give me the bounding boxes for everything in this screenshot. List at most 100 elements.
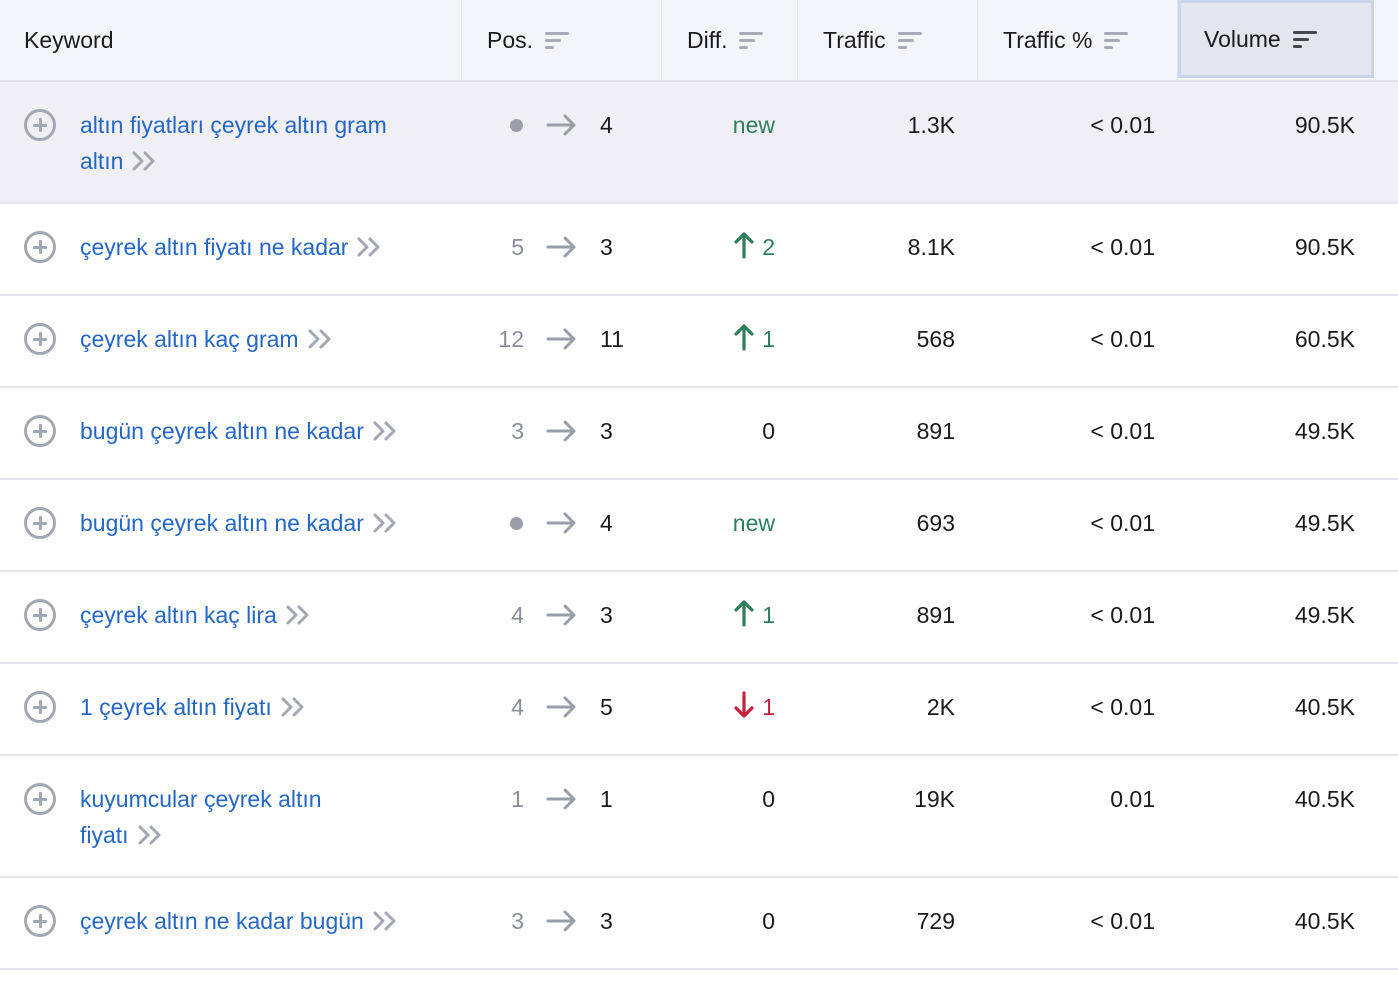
column-header-volume[interactable]: Volume (1178, 0, 1374, 78)
arrow-right-icon (546, 696, 578, 718)
column-header-label: Pos. (487, 26, 534, 53)
previous-position: 3 (511, 418, 524, 444)
traffic-pct-value: < 0.01 (1090, 234, 1155, 260)
header-filler (1374, 0, 1398, 80)
traffic-value: 2K (926, 694, 955, 720)
keyword-link[interactable]: kuyumcular çeyrek altın fiyatı (80, 781, 440, 853)
table-row[interactable]: 1 çeyrek altın fiyatı 4 5 1 2K < 0.01 40.5K (0, 664, 1398, 756)
keyword-text: çeyrek altın kaç lira (80, 602, 277, 628)
sort-icon[interactable] (1104, 29, 1130, 51)
volume-value: 40.5K (1294, 908, 1355, 934)
traffic-value: 8.1K (907, 234, 955, 260)
table-row[interactable]: çeyrek altın fiyatı ne kadar 5 3 2 8.1K < 0.0… (0, 204, 1398, 296)
traffic-pct-value: < 0.01 (1090, 602, 1155, 628)
keyword-link[interactable]: bugün çeyrek altın ne kadar (80, 505, 440, 541)
keyword-text-line2: altın (80, 148, 124, 174)
keyword-link[interactable]: çeyrek altın ne kadar bugün (80, 903, 440, 939)
keyword-text: altın fiyatları çeyrek altın gram (80, 112, 387, 138)
double-chevron-icon[interactable] (280, 692, 308, 717)
sort-icon[interactable] (739, 29, 765, 51)
position-diff: 1 (655, 321, 775, 357)
double-chevron-icon[interactable] (307, 324, 335, 349)
double-chevron-icon[interactable] (372, 416, 400, 441)
keyword-text: çeyrek altın kaç gram (80, 326, 299, 352)
table-row[interactable]: altın fiyatları çeyrek altın gram altın 4 n… (0, 82, 1398, 204)
keyword-link[interactable]: 1 çeyrek altın fiyatı (80, 689, 440, 725)
volume-value: 90.5K (1294, 234, 1355, 260)
diff-value: 1 (762, 694, 775, 720)
column-header-traffic-pct[interactable]: Traffic % (978, 0, 1178, 80)
volume-value: 60.5K (1294, 326, 1355, 352)
table-row[interactable]: çeyrek altın kaç lira 4 3 1 891 < 0.01 49.5K (0, 572, 1398, 664)
table-body: altın fiyatları çeyrek altın gram altın 4 n… (0, 82, 1398, 970)
sort-icon[interactable] (545, 29, 571, 51)
current-position: 1 (600, 786, 613, 812)
traffic-pct-value: < 0.01 (1090, 418, 1155, 444)
position-diff: 0 (655, 413, 775, 449)
double-chevron-icon[interactable] (372, 508, 400, 533)
traffic-pct-value: < 0.01 (1090, 326, 1155, 352)
traffic-value: 19K (914, 786, 955, 812)
traffic-pct-value: < 0.01 (1090, 908, 1155, 934)
table-row[interactable]: kuyumcular çeyrek altın fiyatı 1 1 0 19K 0.01 4… (0, 756, 1398, 878)
keyword-link[interactable]: çeyrek altın kaç lira (80, 597, 440, 633)
table-row[interactable]: bugün çeyrek altın ne kadar 3 3 0 891 < 0.01 4… (0, 388, 1398, 480)
previous-position: 12 (498, 326, 524, 352)
previous-position: 3 (511, 908, 524, 934)
add-keyword-icon[interactable] (24, 599, 56, 631)
keyword-link[interactable]: çeyrek altın fiyatı ne kadar (80, 229, 440, 265)
position-diff: 1 (655, 597, 775, 633)
keyword-text: bugün çeyrek altın ne kadar (80, 510, 364, 536)
add-keyword-icon[interactable] (24, 691, 56, 723)
previous-position: 4 (511, 602, 524, 628)
double-chevron-icon[interactable] (372, 906, 400, 931)
table-row[interactable]: bugün çeyrek altın ne kadar 4 new 693 < 0.01… (0, 480, 1398, 572)
keyword-text-line2: fiyatı (80, 822, 129, 848)
volume-value: 49.5K (1294, 602, 1355, 628)
traffic-value: 729 (916, 908, 955, 934)
column-header-diff[interactable]: Diff. (662, 0, 798, 80)
diff-value: new (732, 112, 775, 138)
add-keyword-icon[interactable] (24, 905, 56, 937)
double-chevron-icon[interactable] (356, 232, 384, 257)
position-diff: 2 (655, 229, 775, 265)
add-keyword-icon[interactable] (24, 231, 56, 263)
arrow-right-icon (546, 788, 578, 810)
position-diff: new (655, 505, 775, 541)
table-row[interactable]: çeyrek altın ne kadar bugün 3 3 0 729 < 0.01 4… (0, 878, 1398, 970)
keyword-link[interactable]: çeyrek altın kaç gram (80, 321, 440, 357)
position-diff: 0 (655, 781, 775, 817)
traffic-value: 891 (916, 602, 955, 628)
current-position: 3 (600, 908, 613, 934)
current-position: 4 (600, 112, 613, 138)
diff-value: 1 (762, 326, 775, 352)
arrow-up-icon (734, 600, 762, 628)
add-keyword-icon[interactable] (24, 507, 56, 539)
current-position: 11 (600, 326, 624, 352)
traffic-pct-value: < 0.01 (1090, 112, 1155, 138)
arrow-up-icon (734, 324, 762, 352)
arrow-right-icon (546, 236, 578, 258)
position-diff: 1 (655, 689, 775, 725)
sort-icon[interactable] (897, 29, 924, 51)
column-header-keyword[interactable]: Keyword (0, 0, 462, 80)
add-keyword-icon[interactable] (24, 783, 56, 815)
double-chevron-icon[interactable] (285, 600, 313, 625)
column-header-pos[interactable]: Pos. (462, 0, 662, 80)
add-keyword-icon[interactable] (24, 323, 56, 355)
position-diff: 0 (655, 903, 775, 939)
add-keyword-icon[interactable] (24, 415, 56, 447)
double-chevron-icon[interactable] (131, 146, 159, 171)
diff-value: 0 (762, 786, 775, 812)
current-position: 3 (600, 234, 613, 260)
keyword-text: çeyrek altın ne kadar bugün (80, 908, 364, 934)
keyword-link[interactable]: bugün çeyrek altın ne kadar (80, 413, 440, 449)
add-keyword-icon[interactable] (24, 109, 56, 141)
arrow-right-icon (546, 512, 578, 534)
table-row[interactable]: çeyrek altın kaç gram 12 11 1 568 < 0.01 60.5K (0, 296, 1398, 388)
keyword-link[interactable]: altın fiyatları çeyrek altın gram altın (80, 107, 440, 179)
diff-value: 2 (762, 234, 775, 260)
sort-active-icon[interactable] (1292, 28, 1319, 50)
column-header-traffic[interactable]: Traffic (798, 0, 978, 80)
double-chevron-icon[interactable] (137, 820, 165, 845)
